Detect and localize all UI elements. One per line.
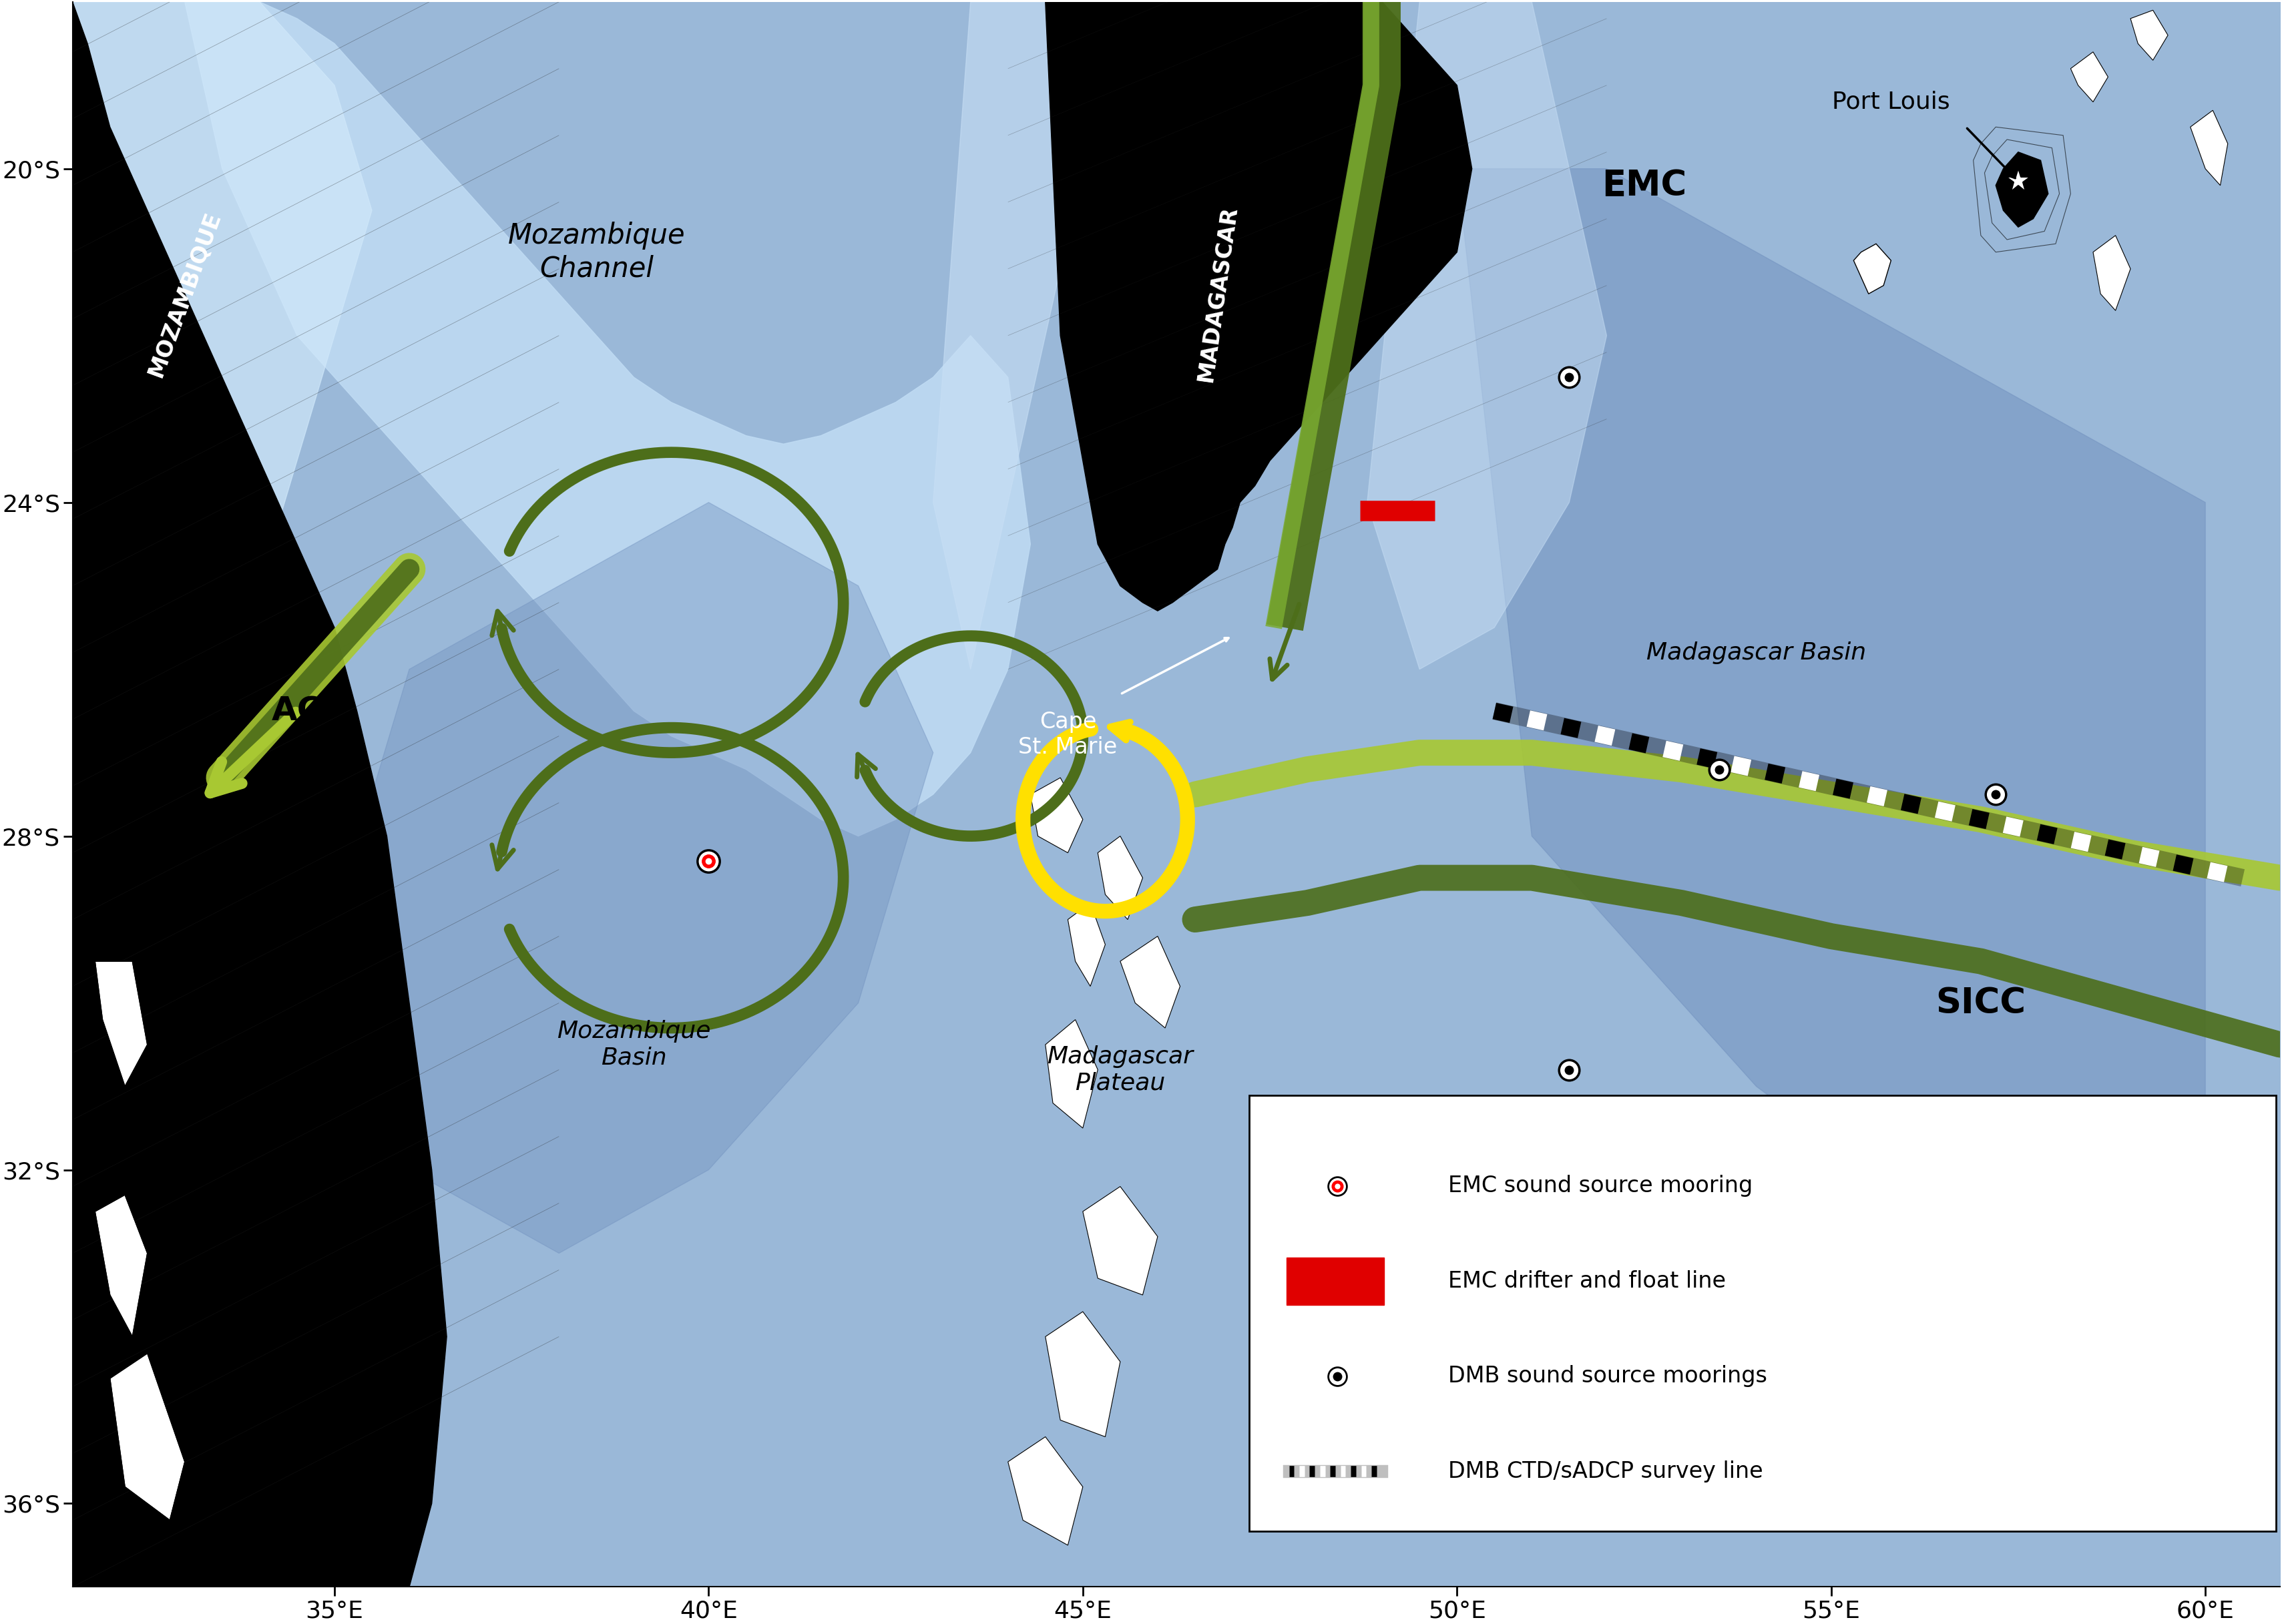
- Text: Mozambique
Basin: Mozambique Basin: [557, 1020, 710, 1069]
- FancyBboxPatch shape: [1287, 1257, 1383, 1304]
- Polygon shape: [1120, 935, 1180, 1028]
- Text: DMB CTD/sADCP survey line: DMB CTD/sADCP survey line: [1447, 1460, 1762, 1483]
- Polygon shape: [2093, 235, 2131, 310]
- Text: Madagascar
Plateau: Madagascar Plateau: [1047, 1046, 1193, 1095]
- Polygon shape: [110, 1353, 185, 1520]
- Polygon shape: [96, 961, 148, 1086]
- Polygon shape: [933, 2, 1082, 669]
- Polygon shape: [2070, 52, 2109, 102]
- Text: SICC: SICC: [1935, 986, 2026, 1020]
- Text: MADAGASCAR: MADAGASCAR: [1193, 205, 1241, 383]
- Polygon shape: [1853, 244, 1892, 294]
- Polygon shape: [73, 2, 372, 836]
- Text: AC: AC: [272, 695, 322, 728]
- Polygon shape: [73, 2, 447, 1587]
- Polygon shape: [1098, 836, 1143, 919]
- Text: EMC: EMC: [1602, 167, 1686, 203]
- FancyBboxPatch shape: [1248, 1096, 2275, 1531]
- Text: Port Louis: Port Louis: [1832, 91, 1951, 114]
- Polygon shape: [335, 502, 933, 1254]
- Polygon shape: [2131, 10, 2168, 60]
- Polygon shape: [185, 2, 1031, 836]
- Text: Madagascar Basin: Madagascar Basin: [1645, 641, 1867, 664]
- Polygon shape: [1082, 1187, 1157, 1294]
- Polygon shape: [1367, 2, 1607, 669]
- Polygon shape: [1045, 1312, 1120, 1437]
- Polygon shape: [1045, 1020, 1098, 1129]
- Polygon shape: [1031, 778, 1082, 853]
- Text: MOZAMBIQUE: MOZAMBIQUE: [144, 208, 226, 380]
- Text: DMB sound source moorings: DMB sound source moorings: [1447, 1366, 1766, 1387]
- Text: EMC drifter and float line: EMC drifter and float line: [1447, 1270, 1725, 1293]
- Text: Mozambique
Channel: Mozambique Channel: [507, 222, 685, 283]
- Polygon shape: [1009, 1437, 1082, 1544]
- Polygon shape: [96, 1195, 148, 1337]
- Polygon shape: [1068, 903, 1104, 986]
- Polygon shape: [1045, 2, 1472, 611]
- Text: EMC sound source mooring: EMC sound source mooring: [1447, 1174, 1753, 1197]
- Polygon shape: [2191, 110, 2227, 185]
- Polygon shape: [1456, 169, 2204, 1337]
- Polygon shape: [1997, 153, 2049, 227]
- Text: Cape
St. Marie: Cape St. Marie: [1018, 711, 1118, 758]
